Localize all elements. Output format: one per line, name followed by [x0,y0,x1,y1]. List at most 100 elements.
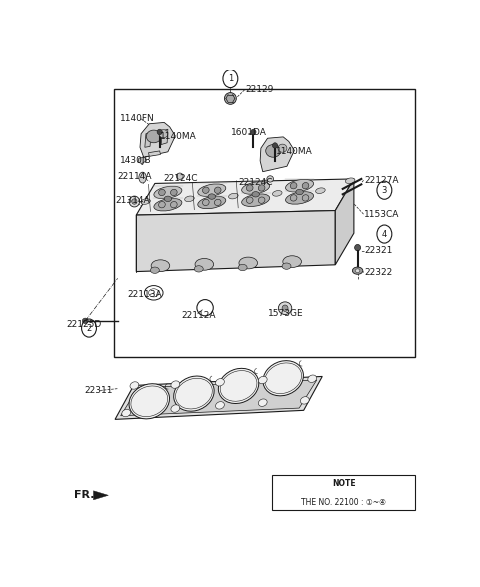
Ellipse shape [171,381,180,388]
Text: 4: 4 [382,230,387,238]
Ellipse shape [346,178,355,184]
Text: 22125D: 22125D [67,321,102,329]
Ellipse shape [174,376,214,411]
Ellipse shape [251,129,256,134]
Ellipse shape [300,397,309,404]
Text: 22113A: 22113A [128,290,162,299]
Ellipse shape [130,382,139,389]
Text: 1430JB: 1430JB [120,156,151,166]
Ellipse shape [157,129,162,134]
Polygon shape [260,137,294,171]
Ellipse shape [296,190,303,195]
Text: 22321: 22321 [364,247,393,255]
Polygon shape [145,133,151,147]
Text: 22114A: 22114A [118,172,152,181]
Ellipse shape [352,267,363,274]
Ellipse shape [195,258,214,270]
Ellipse shape [218,369,259,403]
Polygon shape [136,211,335,272]
Ellipse shape [286,180,313,192]
Ellipse shape [246,185,253,191]
Ellipse shape [228,193,238,199]
Text: FR.: FR. [74,490,95,500]
Bar [272,475,415,510]
Ellipse shape [302,183,309,189]
Ellipse shape [177,173,183,180]
Ellipse shape [282,305,288,311]
Text: THE NO. 22100 : ①~④: THE NO. 22100 : ①~④ [301,498,386,507]
Ellipse shape [273,143,277,148]
Ellipse shape [185,196,194,201]
Ellipse shape [258,399,267,406]
Ellipse shape [239,257,258,269]
Ellipse shape [170,189,177,195]
Ellipse shape [263,360,303,396]
Ellipse shape [283,256,301,268]
Text: 1: 1 [228,74,233,83]
Text: 2: 2 [86,323,92,333]
Ellipse shape [278,302,292,315]
Text: 1140MA: 1140MA [160,133,196,141]
Ellipse shape [194,266,203,272]
Ellipse shape [159,130,168,138]
Polygon shape [138,157,146,164]
Ellipse shape [355,244,360,251]
Text: 1153CA: 1153CA [364,210,400,219]
Ellipse shape [129,384,169,419]
Ellipse shape [282,263,291,269]
Ellipse shape [198,184,226,197]
Ellipse shape [302,195,309,201]
Ellipse shape [139,172,146,183]
Ellipse shape [215,199,221,205]
Ellipse shape [154,198,182,211]
Ellipse shape [252,191,259,197]
Ellipse shape [355,269,360,272]
Ellipse shape [225,93,236,104]
Bar [114,89,415,357]
Ellipse shape [258,376,267,384]
Ellipse shape [290,195,297,201]
Polygon shape [115,376,322,419]
Ellipse shape [164,196,172,201]
Ellipse shape [266,144,281,157]
Ellipse shape [267,176,274,182]
Text: NOTE: NOTE [332,480,356,488]
Ellipse shape [286,191,313,204]
Ellipse shape [238,264,247,271]
Ellipse shape [241,181,270,194]
Ellipse shape [198,196,226,209]
Ellipse shape [129,196,140,207]
Text: 22127A: 22127A [364,176,399,185]
Polygon shape [161,129,168,144]
Ellipse shape [316,188,325,194]
Ellipse shape [158,189,165,195]
Ellipse shape [141,199,150,204]
Ellipse shape [216,379,224,386]
Polygon shape [148,151,160,156]
Text: 22124C: 22124C [163,174,198,183]
Ellipse shape [132,199,137,204]
Text: 22112A: 22112A [181,311,216,321]
Text: 3: 3 [382,185,387,195]
Text: 22124C: 22124C [239,178,273,187]
Ellipse shape [208,194,216,199]
Ellipse shape [308,375,317,382]
Text: 1573GE: 1573GE [267,309,303,318]
Ellipse shape [241,194,270,207]
Ellipse shape [278,144,287,152]
Text: 22322: 22322 [364,268,393,277]
Text: 22129: 22129 [245,85,274,95]
Ellipse shape [83,318,88,323]
Ellipse shape [290,183,297,189]
Ellipse shape [273,191,282,196]
Text: 1140MA: 1140MA [276,147,312,156]
Ellipse shape [158,201,165,208]
Ellipse shape [154,186,182,199]
Ellipse shape [146,130,161,143]
Ellipse shape [151,260,170,272]
Ellipse shape [170,201,177,208]
Polygon shape [136,179,354,215]
Ellipse shape [203,187,209,193]
Polygon shape [120,380,317,416]
Text: 1140FN: 1140FN [120,114,154,123]
